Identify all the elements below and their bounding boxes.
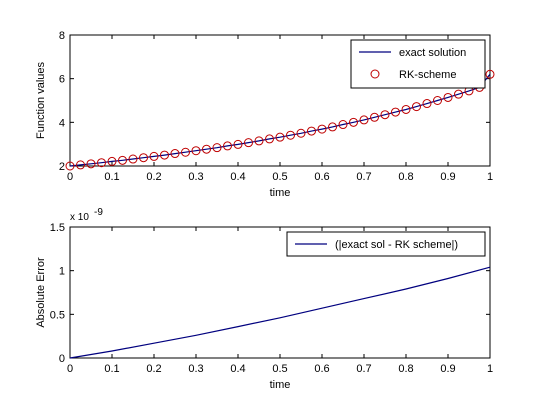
series-marker	[485, 69, 495, 79]
series-marker	[160, 150, 169, 160]
x-tick-label: 0.7	[356, 171, 371, 183]
legend-entry-label: exact solution	[399, 47, 466, 59]
series-marker	[307, 126, 316, 136]
series-marker	[139, 153, 148, 163]
series-marker	[212, 143, 222, 153]
x-tick-label: 0.8	[398, 363, 413, 375]
x-tick-label: 1	[487, 363, 493, 375]
series-marker	[338, 120, 348, 130]
series-marker	[380, 110, 390, 120]
axes-panel-1: 0 0.1 0.2 0.3 0.4 0.5 0.6 0.7 0.8 0.9 1 2 4 6 8 time Fun…	[35, 30, 495, 199]
legend-marker-swatch	[370, 69, 380, 79]
y-tick-label: 0	[59, 353, 65, 365]
x-tick-label: 0.2	[146, 171, 161, 183]
y-tick-label: 1	[59, 266, 65, 278]
series-marker	[422, 99, 432, 109]
x-tick-label: 0.7	[356, 363, 371, 375]
series-marker	[149, 151, 159, 161]
y-tick-label: 4	[59, 117, 65, 129]
legend-entry-label: RK-scheme	[399, 69, 456, 81]
x-tick-label: 0.2	[146, 363, 161, 375]
series-marker	[223, 141, 232, 151]
series-marker	[391, 107, 400, 117]
x-tick-label: 0	[67, 171, 73, 183]
x-tick-label: 1	[487, 171, 493, 183]
series-marker	[107, 156, 117, 166]
series-line-1	[69, 266, 491, 359]
series-marker	[328, 122, 337, 132]
x-tick-label: 0.6	[314, 171, 329, 183]
x-tick-label: 0.8	[398, 171, 413, 183]
x-tick-label: 0.5	[272, 363, 287, 375]
series-marker	[296, 128, 306, 138]
y-tick-label: 8	[59, 30, 65, 42]
x-axis-label: time	[270, 379, 291, 391]
y-exponent-power: -9	[94, 207, 103, 218]
x-tick-label: 0.1	[104, 363, 119, 375]
series-marker	[86, 159, 96, 169]
series-marker	[244, 138, 253, 148]
series-marker	[433, 96, 442, 105]
series-marker	[65, 161, 75, 171]
series-marker	[76, 160, 85, 170]
x-tick-label: 0.3	[188, 363, 203, 375]
series-marker	[128, 154, 138, 164]
x-tick-label: 0.5	[272, 171, 287, 183]
series-marker	[275, 132, 285, 142]
x-axis-label: time	[270, 187, 291, 199]
x-tick-label: 0.9	[440, 171, 455, 183]
series-marker	[454, 89, 463, 99]
x-tick-label: 0	[67, 363, 73, 375]
series-marker	[265, 134, 274, 144]
series-marker	[443, 92, 453, 102]
y-exponent-label: x 10	[70, 212, 89, 223]
series-marker	[97, 158, 106, 168]
y-axis-label: Function values	[35, 61, 47, 139]
series-marker	[412, 102, 421, 112]
series-marker	[401, 104, 411, 114]
series-marker	[233, 139, 243, 149]
series-marker	[181, 147, 190, 157]
y-tick-label: 1.5	[50, 222, 65, 234]
x-tick-label: 0.1	[104, 171, 119, 183]
x-tick-label: 0.6	[314, 363, 329, 375]
legend-box	[350, 39, 486, 89]
plots: 0 0.1 0.2 0.3 0.4 0.5 0.6 0.7 0.8 0.9 1 2 4 6 8 time Fun…	[35, 30, 495, 391]
series-marker	[286, 130, 295, 140]
y-tick-label: 6	[59, 74, 65, 86]
series-marker	[170, 149, 180, 159]
series-marker	[191, 146, 201, 156]
y-tick-label: 0.5	[50, 309, 65, 321]
series-marker	[202, 144, 211, 154]
x-tick-label: 0.3	[188, 171, 203, 183]
series-marker	[349, 117, 358, 127]
legend-box	[286, 231, 486, 257]
x-tick-label: 0.4	[230, 363, 245, 375]
y-axis-label: Absolute Error	[35, 257, 47, 328]
series-marker	[359, 115, 369, 125]
legend: (|exact sol - RK scheme|)	[286, 231, 486, 257]
series-marker	[118, 155, 127, 165]
axes-panel-2: 0 0.1 0.2 0.3 0.4 0.5 0.6 0.7 0.8 0.9 1 0 0.5 1 1.5 tim…	[35, 207, 493, 391]
x-tick-label: 0.4	[230, 171, 245, 183]
series-marker	[254, 136, 264, 146]
legend-entry-label: (|exact sol - RK scheme|)	[335, 239, 458, 251]
x-tick-label: 0.9	[440, 363, 455, 375]
y-tick-label: 2	[59, 161, 65, 173]
series-marker	[317, 124, 327, 134]
series-marker	[370, 112, 379, 122]
legend: exact solution RK-scheme	[350, 39, 486, 89]
